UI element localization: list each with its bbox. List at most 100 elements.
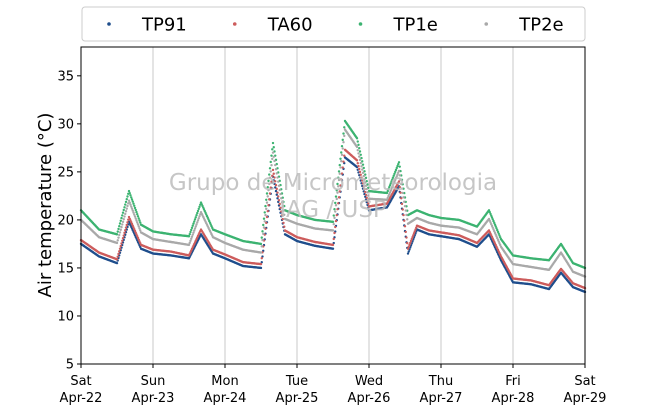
legend-item-tp1e: TP1e [358,15,438,36]
x-tick-label-weekday: Sun [141,374,166,389]
series-layer [79,119,587,294]
data-point [135,219,138,222]
data-point [274,180,277,183]
data-point [133,213,136,216]
series-ta60 [79,148,587,290]
data-point [267,204,270,207]
data-point [392,182,395,185]
legend-marker [107,22,111,26]
data-point [138,227,141,230]
data-point [275,172,278,175]
data-point [136,213,139,216]
data-point [193,229,196,232]
watermark-line-2: IAG / USP [279,197,387,223]
watermark: Grupo de Micrometeorologia IAG / USP [169,170,497,223]
data-point [339,166,342,169]
data-point [124,200,128,204]
data-point [493,223,497,226]
data-point [337,185,340,188]
data-point [335,189,338,192]
data-point [124,229,127,232]
data-point [271,174,274,178]
data-point [265,198,268,201]
data-point [281,217,284,221]
data-point [124,226,128,229]
data-point [138,219,141,222]
data-point [358,167,361,171]
data-point [131,200,134,203]
data-point [279,206,282,209]
data-point [340,151,343,154]
data-point [192,231,195,234]
data-point [338,172,341,175]
data-point [260,261,263,264]
data-point [279,192,282,196]
data-point [119,219,122,223]
data-point [198,215,201,218]
data-point [397,171,400,174]
data-point [136,221,139,224]
watermark-line-1: Grupo de Micrometeorologia [169,170,497,196]
data-point [118,231,122,234]
data-point [364,181,367,184]
data-point [358,155,361,158]
data-point [391,176,395,179]
data-point [360,156,363,160]
data-point [267,179,270,183]
data-point [341,166,344,169]
data-point [390,187,393,191]
data-point [260,245,263,248]
data-point [132,202,135,205]
data-point [492,219,495,223]
data-point [268,167,272,170]
data-point [334,204,338,207]
data-point [341,138,344,142]
x-tick-label-weekday: Tue [285,374,308,389]
grid-lines [152,47,514,364]
data-point [358,170,362,174]
data-point [361,168,364,171]
data-point [496,228,499,232]
data-point [407,250,410,253]
data-point [190,235,194,238]
data-point [128,191,131,195]
data-point [394,170,397,174]
data-point [139,221,142,224]
data-point [335,213,338,217]
data-point [404,230,407,234]
data-point [340,153,344,157]
data-point [364,173,367,176]
data-point [267,188,270,192]
data-point [277,180,280,183]
data-point [405,213,408,217]
data-point [115,261,119,265]
data-point [356,162,359,165]
data-point [274,183,278,187]
data-point [275,193,278,196]
data-point [355,137,359,140]
data-point [265,215,269,219]
data-point [118,250,121,253]
data-point [196,209,200,213]
data-point [136,215,140,218]
data-point [395,175,398,178]
data-point [259,251,263,254]
data-point [123,206,126,209]
data-point [395,166,398,170]
data-point [387,187,390,191]
y-tick-label: 10 [57,309,74,324]
data-point [397,169,401,173]
data-point [333,231,336,235]
data-point [268,182,271,186]
x-axis: Sat Apr-22 Sun Apr-23 Mon Apr-24 Tue Apr-25 Wed A… [60,364,606,406]
data-point [332,241,335,245]
data-point [338,190,341,193]
data-point [497,232,500,235]
data-point [403,225,407,228]
data-point [400,197,403,200]
data-point [274,168,278,171]
data-point [193,220,196,223]
data-point [275,187,278,191]
data-point [263,211,266,214]
data-point [127,199,131,202]
